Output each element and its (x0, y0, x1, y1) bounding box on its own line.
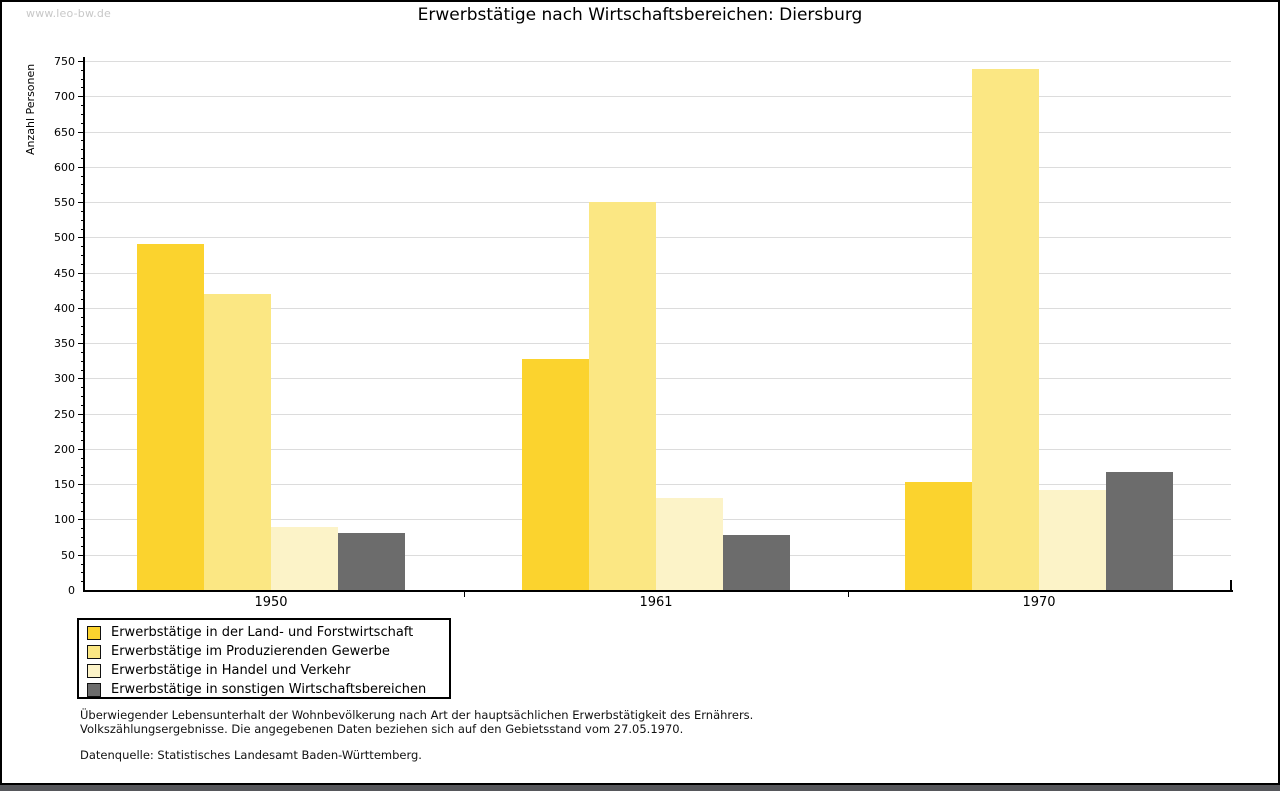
legend-item: Erwerbstätige im Produzierenden Gewerbe (79, 642, 449, 661)
y-axis (83, 57, 85, 592)
legend-label: Erwerbstätige im Produzierenden Gewerbe (111, 644, 390, 659)
gridline (85, 413, 1231, 415)
legend-swatch-land-icon (87, 625, 101, 640)
bar (723, 535, 790, 590)
window-bottom-edge (0, 785, 1280, 791)
y-tick-label: 200 (54, 442, 75, 456)
bar (204, 294, 271, 590)
gridline (85, 61, 1231, 62)
y-major-tick (78, 484, 85, 486)
gridline (85, 131, 1231, 133)
bar (522, 359, 589, 590)
legend-item: Erwerbstätige in sonstigen Wirtschaftsbe… (79, 680, 449, 699)
y-tick-label: 100 (54, 513, 75, 527)
y-tick-label: 150 (54, 478, 75, 492)
y-major-tick (78, 448, 85, 450)
y-tick-label: 50 (61, 548, 75, 562)
gridline (85, 202, 1231, 204)
bar (137, 244, 204, 590)
footnote-line-1: Überwiegender Lebensunterhalt der Wohnbe… (80, 708, 754, 722)
footnote-text: Überwiegender Lebensunterhalt der Wohnbe… (80, 708, 754, 736)
y-major-tick (78, 554, 85, 556)
y-tick-label: 300 (54, 372, 75, 386)
footnote-source: Datenquelle: Statistisches Landesamt Bad… (80, 748, 422, 762)
bar (1106, 472, 1173, 590)
y-major-tick (78, 61, 85, 62)
y-major-tick (78, 237, 85, 239)
x-tick (463, 592, 465, 597)
y-major-tick (78, 378, 85, 380)
bar (338, 533, 405, 590)
legend: Erwerbstätige in der Land- und Forstwirt… (77, 618, 451, 699)
legend-label: Erwerbstätige in der Land- und Forstwirt… (111, 625, 414, 640)
gridline (85, 272, 1231, 274)
legend-swatch-handel-icon (87, 663, 101, 678)
bar (1039, 490, 1106, 590)
gridline (85, 343, 1231, 345)
gridline (85, 166, 1231, 168)
y-tick-label: 350 (54, 337, 75, 351)
legend-swatch-gewerbe-icon (87, 644, 101, 659)
y-tick-label: 500 (54, 231, 75, 245)
y-major-tick (78, 413, 85, 415)
x-axis-end-tick (1230, 580, 1232, 590)
y-major-tick (78, 202, 85, 204)
legend-label: Erwerbstätige in Handel und Verkehr (111, 663, 351, 678)
category-label: 1950 (254, 595, 288, 610)
gridline (85, 237, 1231, 239)
y-major-tick (78, 96, 85, 98)
gridline (85, 96, 1231, 98)
legend-item: Erwerbstätige in Handel und Verkehr (79, 661, 449, 680)
gridline (85, 484, 1231, 486)
y-major-tick (78, 519, 85, 521)
y-major-tick (78, 166, 85, 168)
y-tick-label: 700 (54, 90, 75, 104)
x-tick (847, 592, 849, 597)
y-tick-label: 550 (54, 196, 75, 210)
y-axis-title: Anzahl Personen (24, 63, 37, 155)
gridline (85, 378, 1231, 380)
y-major-tick (78, 343, 85, 345)
bar (972, 69, 1039, 590)
y-major-tick (78, 272, 85, 274)
gridline (85, 307, 1231, 309)
bar (656, 498, 723, 590)
legend-swatch-sonstige-icon (87, 682, 101, 697)
bar (589, 202, 656, 590)
chart-title: Erwerbstätige nach Wirtschaftsbereichen:… (417, 5, 863, 25)
y-major-tick (78, 307, 85, 309)
legend-item: Erwerbstätige in der Land- und Forstwirt… (79, 623, 449, 642)
y-tick-label: 650 (54, 125, 75, 139)
footnote-line-2: Volkszählungsergebnisse. Die angegebenen… (80, 721, 684, 736)
y-tick-label: 400 (54, 301, 75, 315)
bar (271, 527, 338, 590)
category-label: 1961 (639, 595, 673, 610)
y-tick-label: 600 (54, 160, 75, 174)
y-tick-label: 0 (68, 584, 75, 597)
y-tick-label: 250 (54, 407, 75, 421)
y-tick-label: 750 (54, 55, 75, 68)
y-tick-label: 450 (54, 266, 75, 280)
gridline (85, 448, 1231, 450)
site-watermark: www.leo-bw.de (26, 7, 112, 20)
bar (905, 482, 972, 590)
category-label: 1970 (1022, 595, 1056, 610)
y-major-tick (78, 131, 85, 133)
legend-label: Erwerbstätige in sonstigen Wirtschaftsbe… (111, 682, 427, 697)
x-axis (83, 590, 1233, 592)
